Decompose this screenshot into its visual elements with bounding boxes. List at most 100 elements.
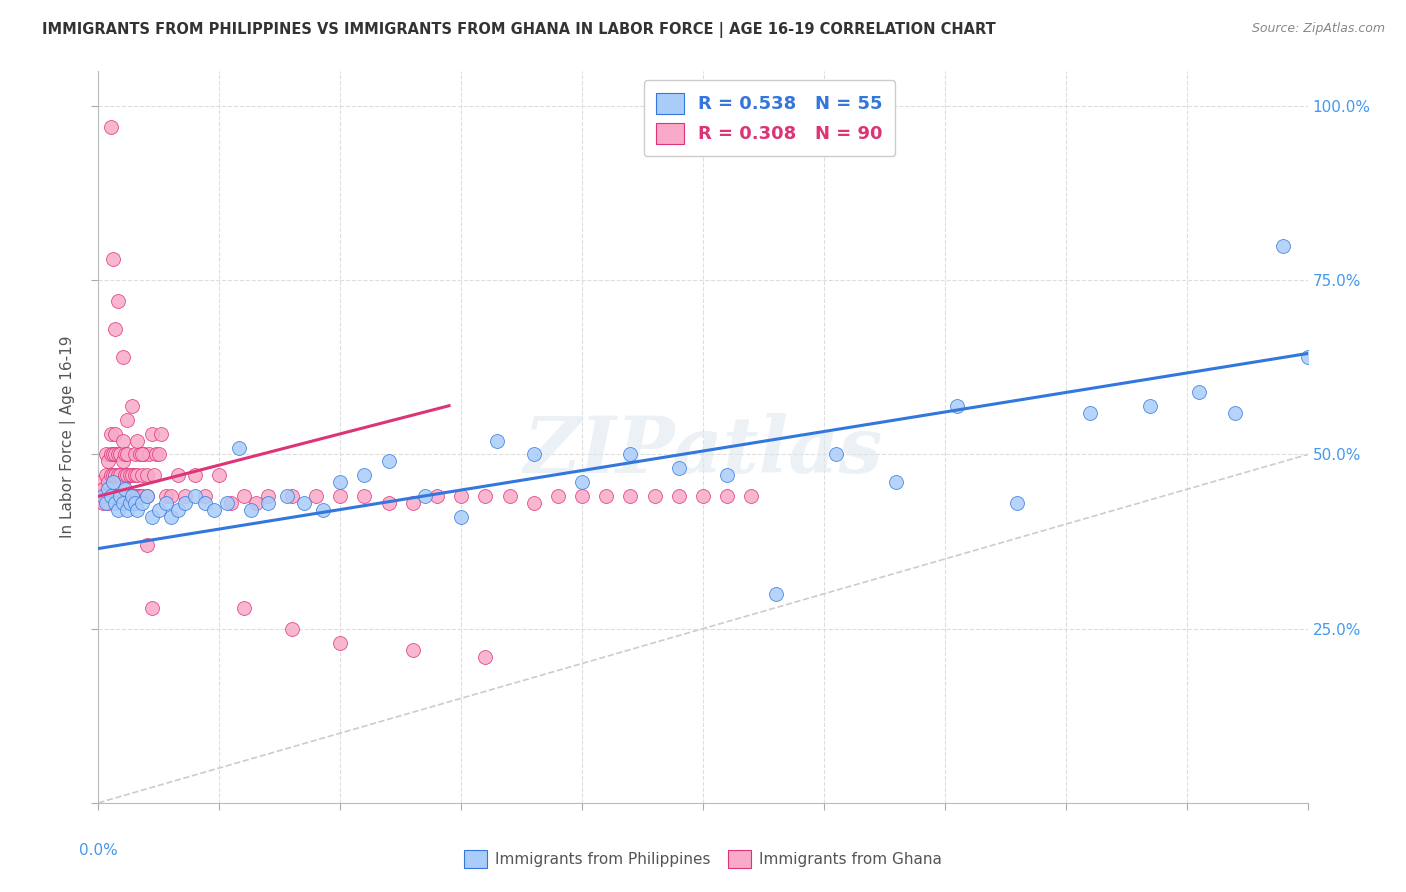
Point — [104, 322, 127, 336]
Point — [232, 489, 254, 503]
Point — [111, 489, 134, 503]
Point — [111, 350, 134, 364]
Point — [128, 489, 150, 503]
Point — [131, 496, 153, 510]
Point — [138, 448, 160, 462]
Point — [101, 468, 124, 483]
Point — [100, 489, 122, 503]
Point — [825, 448, 848, 462]
Point — [100, 489, 122, 503]
Point — [644, 489, 666, 503]
Point — [160, 510, 183, 524]
Point — [148, 448, 170, 462]
Point — [107, 503, 129, 517]
Point — [221, 496, 243, 510]
Point — [167, 503, 190, 517]
Text: Source: ZipAtlas.com: Source: ZipAtlas.com — [1251, 22, 1385, 36]
Point — [402, 642, 425, 657]
Point — [426, 489, 449, 503]
Point — [160, 489, 183, 503]
Point — [228, 441, 250, 455]
Point — [107, 489, 129, 503]
Point — [94, 468, 117, 483]
Point — [101, 252, 124, 267]
Point — [131, 448, 153, 462]
Point — [329, 635, 352, 649]
Point — [127, 489, 149, 503]
Point — [117, 489, 139, 503]
Point — [101, 475, 124, 490]
Point — [450, 489, 472, 503]
Point — [124, 489, 146, 503]
Point — [94, 496, 117, 510]
Point — [111, 434, 134, 448]
Point — [450, 510, 472, 524]
Point — [377, 454, 399, 468]
Point — [94, 448, 117, 462]
Point — [377, 496, 399, 510]
Point — [571, 475, 593, 490]
Point — [1007, 496, 1029, 510]
Point — [124, 496, 146, 510]
Point — [131, 468, 153, 483]
Point — [353, 489, 375, 503]
Point — [292, 496, 315, 510]
Point — [595, 489, 617, 503]
Point — [117, 448, 139, 462]
Point — [486, 434, 509, 448]
Point — [155, 489, 177, 503]
Point — [107, 468, 129, 483]
Point — [413, 489, 436, 503]
Point — [305, 489, 328, 503]
Point — [148, 503, 170, 517]
Point — [100, 468, 122, 483]
Point — [108, 448, 131, 462]
Point — [101, 448, 124, 462]
Point — [668, 489, 690, 503]
Point — [127, 503, 149, 517]
Point — [107, 294, 129, 309]
Point — [1188, 384, 1211, 399]
Point — [104, 448, 127, 462]
Point — [135, 489, 157, 503]
Point — [276, 489, 298, 503]
Point — [547, 489, 569, 503]
Y-axis label: In Labor Force | Age 16-19: In Labor Force | Age 16-19 — [59, 335, 76, 539]
Point — [174, 489, 197, 503]
Point — [127, 434, 149, 448]
Point — [886, 475, 908, 490]
Point — [946, 399, 969, 413]
Point — [90, 475, 112, 490]
Point — [108, 489, 131, 503]
Point — [124, 468, 146, 483]
Point — [155, 496, 177, 510]
Point — [141, 426, 163, 441]
Point — [91, 489, 114, 503]
Point — [208, 468, 231, 483]
Point — [100, 448, 122, 462]
Point — [312, 503, 335, 517]
Point — [184, 489, 207, 503]
Point — [121, 489, 143, 503]
Point — [141, 600, 163, 615]
Point — [111, 475, 134, 490]
Point — [135, 489, 157, 503]
Point — [97, 483, 120, 497]
Point — [174, 496, 197, 510]
Point — [134, 448, 156, 462]
Point — [329, 475, 352, 490]
Point — [131, 489, 153, 503]
Point — [1296, 350, 1319, 364]
Point — [245, 496, 267, 510]
Point — [108, 489, 131, 503]
Point — [692, 489, 714, 503]
Point — [716, 489, 738, 503]
Point — [114, 448, 136, 462]
Point — [114, 468, 136, 483]
Point — [104, 468, 127, 483]
Point — [329, 489, 352, 503]
Legend: Immigrants from Philippines, Immigrants from Ghana: Immigrants from Philippines, Immigrants … — [458, 844, 948, 873]
Point — [1078, 406, 1101, 420]
Point — [1223, 406, 1246, 420]
Point — [111, 496, 134, 510]
